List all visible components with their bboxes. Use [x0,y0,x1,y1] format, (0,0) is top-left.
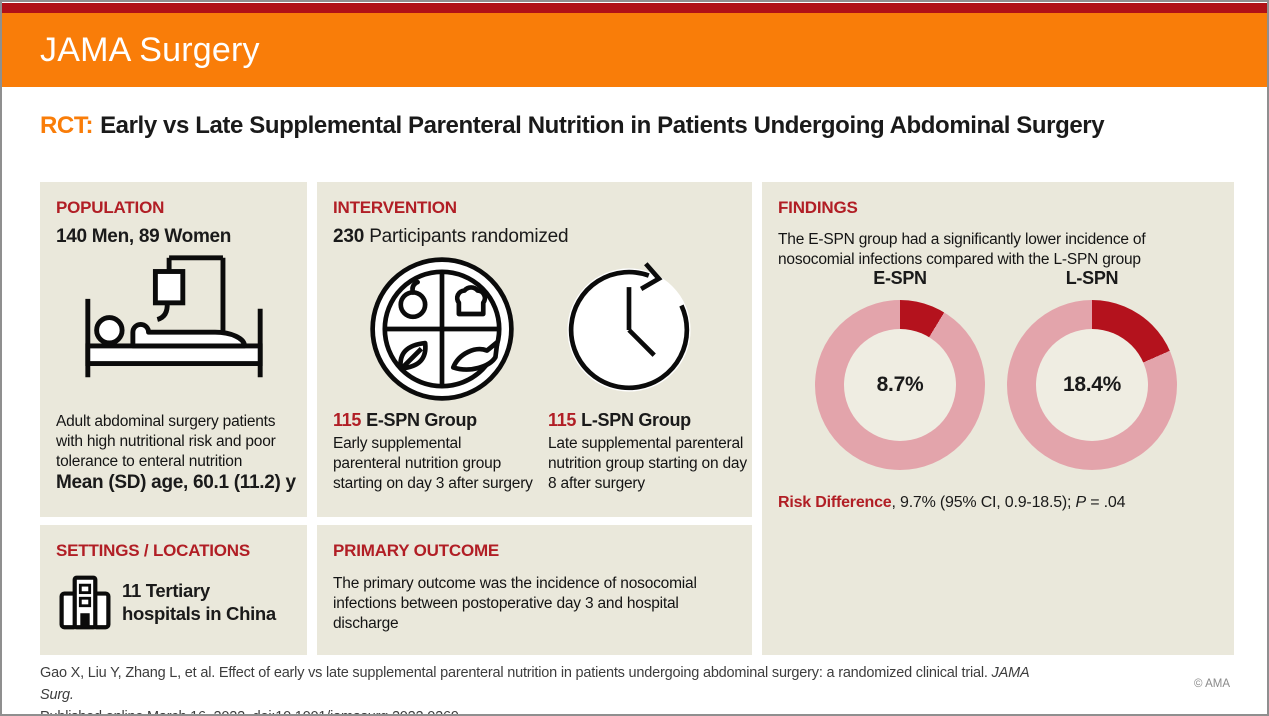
population-counts: 140 Men, 89 Women [56,226,232,247]
primary-outcome-text: The primary outcome was the incidence of… [333,575,697,632]
lspn-group-name: 115 L-SPN Group [548,410,748,431]
population-heading: POPULATION [56,198,165,217]
espn-donut-chart: 8.7% [815,300,985,470]
settings-text: 11 Tertiary hospitals in China [122,580,276,624]
copyright-notice: © AMA [1194,678,1230,690]
citation-text: Gao X, Liu Y, Zhang L, et al. Effect of … [40,665,992,681]
top-red-strip [2,3,1267,13]
citation: Gao X, Liu Y, Zhang L, et al. Effect of … [40,662,1040,714]
findings-heading: FINDINGS [778,198,858,217]
espn-group-label: E-SPN Group [366,410,477,430]
lspn-group-block: 115 L-SPN Group Late supplemental parente… [548,410,748,494]
risk-difference-label: Risk Difference [778,494,892,511]
risk-difference-line: Risk Difference, 9.7% (95% CI, 0.9-18.5)… [778,494,1125,512]
journal-banner: JAMA Surgery [2,13,1267,87]
findings-summary: The E-SPN group had a significantly lowe… [778,231,1146,268]
food-plate-icon [367,254,517,409]
randomized-count-line: 230 Participants randomized [333,226,736,248]
population-panel: POPULATION 140 Men, 89 Women Adult abdom… [40,182,307,517]
patient-in-hospital-bed-icon [40,248,307,395]
espn-donut-label: E-SPN [873,268,927,288]
randomized-count: 230 [333,226,365,247]
hospital-building-icon [56,573,122,636]
lspn-donut-label: L-SPN [1065,268,1119,288]
study-title: RCT: Early vs Late Supplemental Parentera… [40,112,1105,140]
study-title-text: Early vs Late Supplemental Parenteral Nu… [100,112,1105,139]
intervention-heading: INTERVENTION [333,198,457,217]
citation-line-2: Published online March 16, 2022. doi:10.… [40,706,1040,714]
study-type-tag: RCT: [40,112,94,139]
lspn-group-n: 115 [548,410,577,430]
p-value: = .04 [1086,494,1126,511]
espn-donut-value: 8.7% [876,373,924,396]
intervention-panel: INTERVENTION 230 Participants randomized [317,182,752,517]
population-description: Adult abdominal surgery patients with hi… [56,413,276,470]
risk-difference-values: , 9.7% (95% CI, 0.9-18.5); [891,494,1076,511]
settings-panel: SETTINGS / LOCATIONS 11 Tertiary hospita… [40,525,307,655]
primary-outcome-panel: PRIMARY OUTCOME The primary outcome was … [317,525,752,655]
p-symbol: P [1075,494,1087,511]
espn-group-n: 115 [333,410,362,430]
clock-icon [559,260,699,405]
randomized-count-suffix: Participants randomized [364,226,569,247]
lspn-donut-value: 18.4% [1062,373,1122,396]
findings-panel: FINDINGS The E-SPN group had a significa… [762,182,1234,655]
citation-journal: JAMA Surg. [40,665,1029,703]
primary-outcome-heading: PRIMARY OUTCOME [333,541,500,560]
population-age-line: Mean (SD) age, 60.1 (11.2) y [56,472,296,493]
lspn-donut-chart: 18.4% [1007,300,1177,470]
espn-group-block: 115 E-SPN Group Early supplemental parent… [333,410,533,494]
journal-title: JAMA Surgery [40,30,260,69]
lspn-group-description: Late supplemental parenteral nutrition g… [548,435,747,492]
settings-heading: SETTINGS / LOCATIONS [56,541,251,560]
lspn-group-label: L-SPN Group [581,410,691,430]
citation-line-1: Gao X, Liu Y, Zhang L, et al. Effect of … [40,662,1040,706]
espn-group-description: Early supplemental parenteral nutrition … [333,435,533,492]
espn-group-name: 115 E-SPN Group [333,410,533,431]
